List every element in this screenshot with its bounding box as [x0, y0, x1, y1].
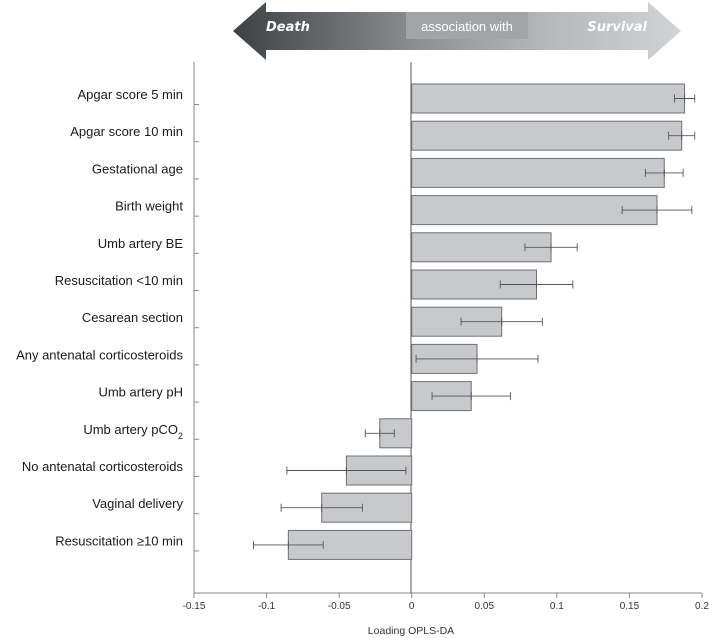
- association-arrow: Death association with Survival: [233, 2, 681, 60]
- x-tick-label: -0.05: [328, 601, 351, 612]
- category-label: Gestational age: [92, 161, 183, 176]
- error-bar: [253, 540, 324, 549]
- error-bar: [431, 392, 511, 401]
- x-tick-label: -0.1: [258, 601, 276, 612]
- x-tick-label: 0.2: [695, 601, 709, 612]
- bar: [411, 83, 686, 114]
- category-label: Birth weight: [115, 199, 183, 214]
- error-bars-group: [253, 94, 696, 549]
- survival-label: Survival: [587, 20, 647, 35]
- bar: [411, 120, 683, 151]
- x-tick-label: 0: [409, 601, 415, 612]
- error-bar: [644, 168, 684, 177]
- x-tick-label: -0.15: [183, 601, 206, 612]
- y-axis-ticks: [194, 104, 199, 552]
- category-label: Vaginal delivery: [92, 496, 183, 511]
- category-label: Umb artery pH: [98, 385, 183, 400]
- x-axis-ticks: -0.15 -0.1 -0.05 0 0.05 0.1 0.15 0.2: [183, 593, 709, 612]
- error-bar: [673, 94, 696, 103]
- category-label: Cesarean section: [82, 310, 183, 325]
- association-middle-box: [406, 12, 528, 39]
- x-tick-label: 0.15: [620, 601, 640, 612]
- error-bar: [668, 131, 696, 140]
- category-label: Apgar score 5 min: [78, 87, 184, 102]
- category-label: No antenatal corticosteroids: [22, 459, 184, 474]
- category-label: Any antenatal corticosteroids: [16, 347, 183, 362]
- category-label: Resuscitation ≥10 min: [55, 533, 183, 548]
- x-tick-label: 0.1: [550, 601, 564, 612]
- error-bar: [499, 280, 574, 289]
- x-axis-title: Loading OPLS-DA: [368, 625, 454, 637]
- bar: [411, 195, 658, 226]
- category-labels: Apgar score 5 min Apgar score 10 min Gesta…: [16, 87, 183, 548]
- category-label: Resuscitation <10 min: [55, 273, 183, 288]
- error-bar: [621, 206, 693, 215]
- bar: [411, 157, 665, 188]
- error-bar: [364, 429, 395, 438]
- error-bar: [286, 466, 407, 475]
- error-bar: [524, 243, 578, 252]
- association-label: association with: [421, 19, 513, 34]
- category-label: Apgar score 10 min: [70, 124, 183, 139]
- error-bar: [280, 503, 363, 512]
- x-tick-label: 0.05: [475, 601, 495, 612]
- category-label: Umb artery pCO2: [83, 422, 183, 441]
- error-bar: [415, 354, 539, 363]
- error-bar: [460, 317, 543, 326]
- category-label: Umb artery BE: [98, 236, 184, 251]
- death-label: Death: [266, 20, 310, 35]
